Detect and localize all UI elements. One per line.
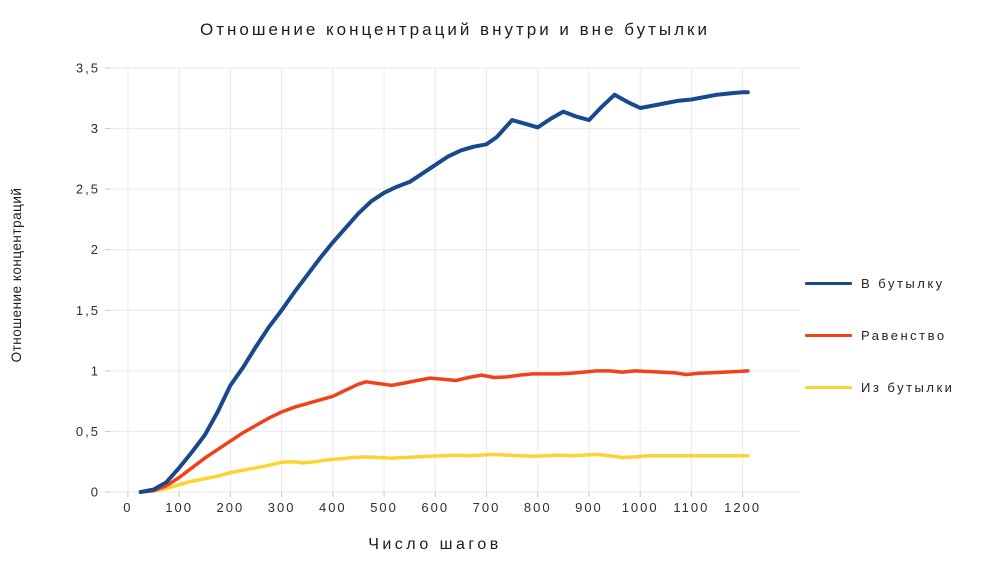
x-tick-label: 300: [268, 500, 296, 515]
y-tick-label: 1,5: [76, 303, 100, 318]
x-tick-label: 0: [123, 500, 132, 515]
series-line: [138, 369, 750, 494]
x-tick-label: 1100: [673, 500, 709, 515]
series-line: [138, 90, 750, 494]
gridlines: [110, 67, 800, 493]
x-tick-label: 900: [575, 500, 603, 515]
chart-title: Отношение концентраций внутри и вне буты…: [200, 20, 710, 39]
y-tick-label: 2: [91, 242, 100, 257]
x-tick-label: 1200: [724, 500, 761, 515]
x-tick-label: 800: [524, 500, 552, 515]
x-tick-label: 500: [370, 500, 398, 515]
legend-item: В бутылку: [805, 272, 995, 294]
y-tick-label: 0,5: [76, 424, 100, 439]
x-tick-label: 200: [217, 500, 245, 515]
axis-ticks: [105, 67, 744, 497]
x-tick-label: 700: [473, 500, 501, 515]
series-line: [138, 452, 750, 494]
legend-label: В бутылку: [861, 275, 945, 291]
legend: В бутылку Равенство Из бутылки: [805, 272, 995, 428]
legend-line-icon: [805, 333, 852, 337]
y-tick-label: 2,5: [76, 182, 100, 197]
legend-item: Равенство: [805, 324, 995, 346]
x-tick-label: 400: [319, 500, 347, 515]
legend-line-icon: [805, 281, 852, 285]
legend-label: Из бутылки: [861, 379, 955, 395]
y-tick-label: 0: [91, 485, 100, 500]
legend-label: Равенство: [861, 327, 947, 343]
y-tick-label: 3: [91, 121, 100, 136]
series-lines: [138, 90, 750, 494]
x-axis-label: Число шагов: [368, 536, 502, 553]
y-tick-label: 3,5: [76, 61, 100, 76]
legend-line-icon: [805, 385, 852, 389]
tick-labels: 0 0,5 1 1,5 2 2,5 3 3,5 0 100 200 300 400 500 600 700 80…: [76, 61, 761, 516]
legend-item: Из бутылки: [805, 376, 995, 398]
y-tick-label: 1: [91, 363, 100, 378]
x-tick-label: 1000: [622, 500, 659, 515]
x-tick-label: 600: [421, 500, 449, 515]
x-tick-label: 100: [165, 500, 193, 515]
